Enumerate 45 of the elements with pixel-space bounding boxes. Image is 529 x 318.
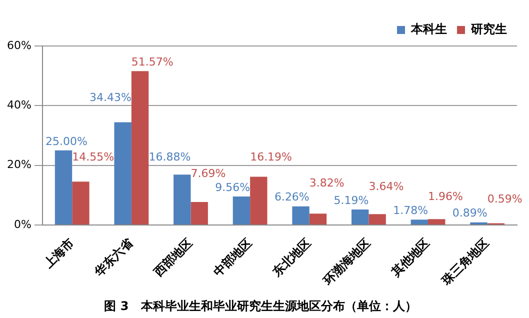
x-tick-label: 珠三角地区 xyxy=(438,236,492,289)
x-tick-label: 其他地区 xyxy=(388,236,432,280)
data-label: 3.64% xyxy=(368,180,404,193)
data-label: 16.19% xyxy=(250,150,292,164)
data-label: 51.57% xyxy=(131,56,174,69)
data-label: 0.89% xyxy=(452,206,488,220)
data-label: 34.43% xyxy=(89,91,132,104)
bar xyxy=(232,196,250,224)
x-tick-label: 环渤海地区 xyxy=(320,236,374,289)
bar xyxy=(292,206,310,224)
y-tick-label: 20% xyxy=(6,158,32,172)
x-tick-label: 中部地区 xyxy=(210,236,254,280)
data-label: 7.69% xyxy=(190,166,226,180)
legend-label: 本科生 xyxy=(410,22,447,36)
data-label: 16.88% xyxy=(148,150,191,164)
bar xyxy=(410,220,428,224)
x-tick-label: 华东六省 xyxy=(91,234,136,280)
data-label: 25.00% xyxy=(45,134,88,148)
data-label: 1.78% xyxy=(393,204,428,218)
x-tick-label: 西部地区 xyxy=(150,236,196,280)
data-label: 9.56% xyxy=(215,180,250,194)
data-label: 3.82% xyxy=(309,176,344,190)
y-tick-label: 0% xyxy=(14,218,32,231)
bar xyxy=(250,176,268,224)
bar xyxy=(352,210,369,224)
bar xyxy=(174,174,191,224)
bar xyxy=(131,71,149,224)
text: 图 3 本科毕业生和毕业研究生生源地区分布（单位：人） xyxy=(104,298,417,313)
x-tick-label: 上海市 xyxy=(40,236,76,272)
x-tick-label: 东北地区 xyxy=(269,236,314,280)
data-label: 1.96% xyxy=(428,190,463,204)
data-label: 6.26% xyxy=(274,190,310,204)
bar xyxy=(309,214,327,224)
data-label: 5.19% xyxy=(334,194,369,207)
bar xyxy=(368,214,386,224)
y-tick-label: 40% xyxy=(6,98,32,112)
y-tick-label: 60% xyxy=(6,38,32,52)
bar xyxy=(114,122,132,224)
data-label: 0.59% xyxy=(487,192,522,206)
legend-label: 研究生 xyxy=(470,22,507,36)
bar xyxy=(54,150,72,224)
bar xyxy=(190,202,208,224)
bar xyxy=(428,219,446,224)
bar xyxy=(72,182,90,224)
data-label: 14.55% xyxy=(72,150,114,164)
